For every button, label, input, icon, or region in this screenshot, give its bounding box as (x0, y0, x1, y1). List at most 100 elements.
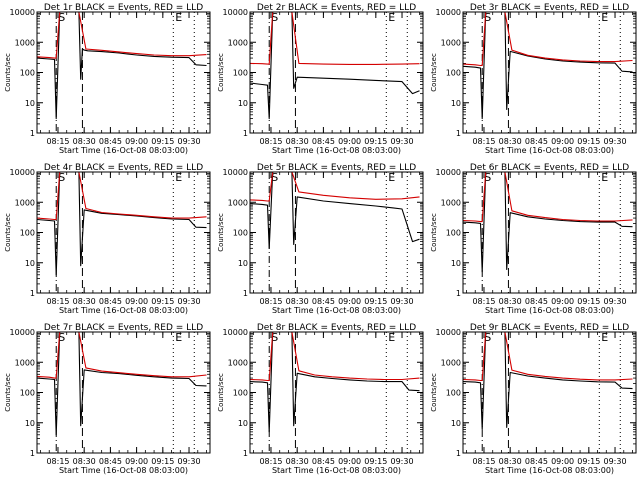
x-tick-label: 09:00 (338, 137, 361, 146)
panel-title: Det 3r BLACK = Events, RED = LLD (470, 3, 629, 13)
time-marker-label: S (484, 11, 491, 24)
x-tick-label: 08:45 (99, 297, 122, 306)
y-tick-label: 10000 (436, 328, 461, 337)
time-marker-label: E (388, 171, 395, 184)
x-tick-label: 09:15 (364, 137, 387, 146)
series-events-line (37, 332, 207, 436)
y-tick-label: 1 (243, 449, 248, 458)
time-marker-label: S (484, 171, 491, 184)
plot-frame (462, 171, 637, 294)
x-tick-label: 09:30 (390, 137, 413, 146)
y-axis-label: Counts/sec (430, 53, 438, 92)
plot-frame (36, 171, 211, 294)
panel-4: Det 4r BLACK = Events, RED = LLD 1 10 100 10… (4, 163, 211, 315)
x-axis-label: Start Time (16-Oct-08 08:03:00) (485, 306, 614, 315)
time-marker-label: S (484, 331, 491, 344)
x-tick-label: 08:15 (259, 297, 282, 306)
y-tick-label: 1000 (15, 38, 35, 47)
x-axis-label: Start Time (16-Oct-08 08:03:00) (485, 466, 614, 475)
panel-title: Det 5r BLACK = Events, RED = LLD (257, 163, 416, 173)
series-group (37, 12, 207, 120)
x-tick-label: 08:45 (525, 297, 548, 306)
y-tick-label: 10 (451, 419, 461, 428)
time-marker-label: E (175, 171, 182, 184)
panel-2: Det 2r BLACK = Events, RED = LLD 1 10 100 10… (217, 3, 424, 155)
y-tick-label: 10000 (223, 168, 248, 177)
series-events-line (37, 12, 207, 120)
series-lld-line (250, 172, 420, 202)
x-tick-label: 09:00 (338, 297, 361, 306)
series-events-line (463, 332, 633, 431)
x-axis-label: Start Time (16-Oct-08 08:03:00) (485, 146, 614, 155)
y-tick-label: 1 (456, 129, 461, 138)
x-tick-label: 08:45 (312, 297, 335, 306)
y-tick-label: 1 (243, 129, 248, 138)
x-tick-label: 09:30 (390, 297, 413, 306)
x-tick-label: 08:45 (525, 137, 548, 146)
x-tick-label: 09:30 (603, 137, 626, 146)
x-tick-label: 08:15 (46, 137, 69, 146)
x-tick-label: 09:15 (577, 457, 600, 466)
y-axis-label: Counts/sec (217, 373, 225, 412)
panel-5: Det 5r BLACK = Events, RED = LLD 1 10 100 10… (217, 163, 424, 315)
x-tick-label: 08:45 (312, 137, 335, 146)
y-tick-label: 1000 (228, 198, 248, 207)
x-tick-label: 08:45 (525, 457, 548, 466)
x-tick-label: 08:30 (286, 137, 309, 146)
y-tick-label: 1000 (441, 198, 461, 207)
plot-frame (462, 11, 637, 134)
x-tick-label: 08:30 (286, 297, 309, 306)
x-tick-label: 09:00 (338, 457, 361, 466)
y-axis-label: Counts/sec (430, 373, 438, 412)
y-axis-label: Counts/sec (4, 53, 12, 92)
x-tick-label: 08:30 (73, 457, 96, 466)
y-tick-label: 10 (238, 419, 248, 428)
x-tick-label: 09:00 (551, 297, 574, 306)
series-lld-line (250, 332, 420, 382)
series-group (37, 332, 207, 436)
time-marker-label: S (271, 331, 278, 344)
y-tick-label: 10000 (10, 168, 35, 177)
x-tick-label: 09:30 (390, 457, 413, 466)
x-tick-label: 09:00 (125, 457, 148, 466)
y-tick-label: 100 (233, 69, 248, 78)
x-axis-label: Start Time (16-Oct-08 08:03:00) (59, 306, 188, 315)
y-tick-label: 10 (238, 259, 248, 268)
series-lld-line (37, 332, 207, 379)
series-events-line (250, 172, 420, 249)
x-tick-label: 09:00 (125, 137, 148, 146)
plot-frame (249, 11, 424, 134)
x-axis-label: Start Time (16-Oct-08 08:03:00) (59, 146, 188, 155)
y-axis-label: Counts/sec (217, 213, 225, 252)
x-tick-label: 09:30 (177, 297, 200, 306)
y-tick-label: 1000 (228, 38, 248, 47)
series-lld-line (250, 12, 420, 65)
y-tick-label: 100 (20, 389, 35, 398)
x-tick-label: 09:15 (151, 457, 174, 466)
series-events-line (463, 12, 633, 120)
x-tick-label: 08:15 (259, 137, 282, 146)
y-tick-label: 10000 (223, 328, 248, 337)
series-lld-line (463, 12, 633, 67)
x-tick-label: 08:45 (99, 457, 122, 466)
y-tick-label: 100 (446, 69, 461, 78)
y-tick-label: 10 (25, 419, 35, 428)
y-axis-label: Counts/sec (430, 213, 438, 252)
panel-title: Det 7r BLACK = Events, RED = LLD (44, 323, 203, 333)
y-tick-label: 100 (233, 229, 248, 238)
x-tick-label: 08:15 (259, 457, 282, 466)
plot-frame (249, 171, 424, 294)
y-axis-label: Counts/sec (4, 213, 12, 252)
series-group (37, 172, 207, 276)
x-axis-label: Start Time (16-Oct-08 08:03:00) (272, 466, 401, 475)
plot-frame (249, 331, 424, 454)
series-lld-line (37, 172, 207, 221)
x-tick-label: 09:15 (577, 137, 600, 146)
panel-title: Det 2r BLACK = Events, RED = LLD (257, 3, 416, 13)
panel-6: Det 6r BLACK = Events, RED = LLD 1 10 100 10… (430, 163, 637, 315)
x-tick-label: 09:00 (551, 457, 574, 466)
y-tick-label: 1 (456, 289, 461, 298)
x-tick-label: 08:30 (286, 457, 309, 466)
x-tick-label: 08:45 (99, 137, 122, 146)
